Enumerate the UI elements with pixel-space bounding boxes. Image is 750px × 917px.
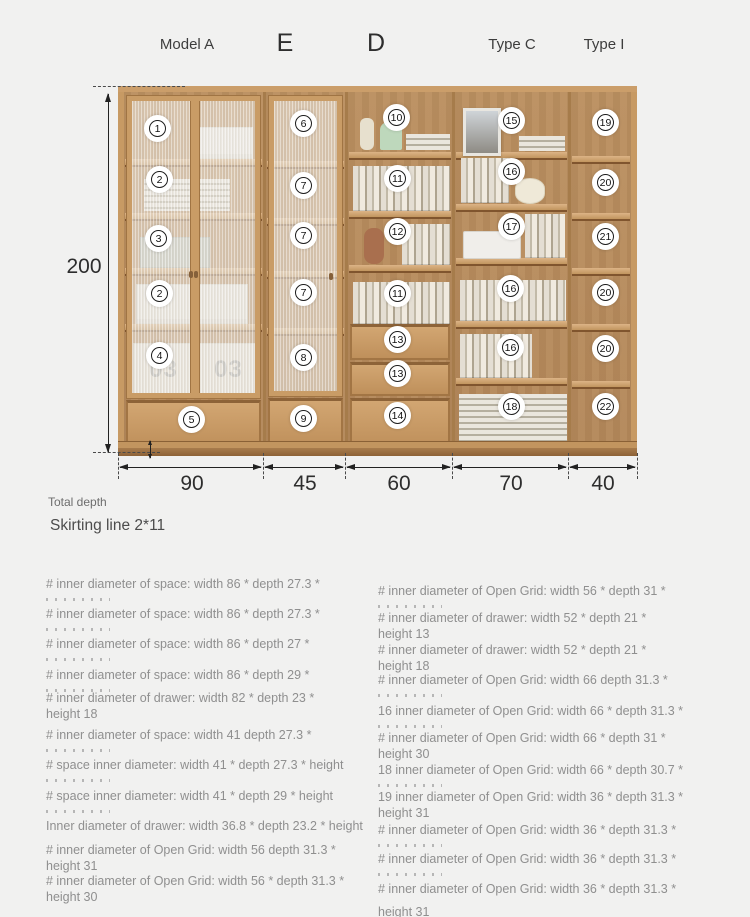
clipped-text-sliver — [378, 725, 442, 728]
decor-radio — [463, 231, 521, 259]
dash-guide-bottom — [93, 452, 160, 453]
clipped-text-sliver — [46, 628, 110, 631]
dash-guide-top — [93, 86, 185, 87]
decor-vase — [360, 118, 374, 150]
spec-entry: 19 inner diameter of Open Grid: width 36… — [378, 790, 684, 820]
clipped-text-sliver — [378, 873, 442, 876]
spec-entry: # inner diameter of Open Grid: width 56 … — [46, 874, 345, 904]
width-value-45: 45 — [293, 472, 317, 495]
section-e — [263, 92, 345, 448]
door-knob[interactable] — [329, 273, 333, 280]
skirting-label: Skirting line 2*11 — [50, 517, 166, 534]
decor-stack — [406, 134, 450, 150]
width-value-60: 60 — [387, 472, 411, 495]
shelf — [572, 268, 630, 276]
plinth — [118, 448, 637, 456]
door-knob[interactable] — [188, 271, 193, 278]
label-model-a: Model A — [159, 36, 215, 53]
shelf — [349, 152, 451, 160]
spec-column-right: # inner diameter of Open Grid: width 56 … — [378, 0, 718, 917]
spec-entry: # inner diameter of Open Grid: width 56 … — [46, 843, 336, 873]
shelf — [456, 378, 567, 386]
dim-tick — [345, 453, 346, 479]
spec-entry: # inner diameter of space: width 86 * de… — [46, 577, 378, 601]
spec-entry: # inner diameter of space: width 86 * de… — [46, 668, 378, 692]
clipped-text-sliver — [46, 810, 110, 813]
dim-tick — [118, 453, 119, 479]
shelf — [456, 204, 567, 212]
spec-entry: # inner diameter of Open Grid: width 36 … — [378, 823, 710, 847]
spec-entry: # inner diameter of Open Grid: width 66 … — [378, 673, 710, 697]
decor-stack — [519, 136, 565, 151]
clipped-text-sliver — [46, 749, 110, 752]
shelf — [572, 381, 630, 389]
section-model-a: 03 03 — [118, 92, 263, 448]
width-dim-45 — [264, 463, 344, 470]
spec-entry: # inner diameter of Open Grid: width 36 … — [378, 852, 710, 876]
label-type-i: Type I — [583, 36, 625, 53]
clipped-text-sliver — [46, 658, 110, 661]
height-dimension-line — [104, 93, 111, 453]
spec-entry: 16 inner diameter of Open Grid: width 66… — [378, 704, 710, 728]
cabinet-base — [118, 441, 637, 448]
door-knob[interactable] — [194, 271, 199, 278]
spec-entry: # inner diameter of space: width 86 * de… — [46, 637, 378, 661]
clipped-text-sliver — [378, 694, 442, 697]
decor-cd-stack — [525, 214, 565, 258]
door-stile — [189, 101, 200, 393]
width-dim-90 — [119, 463, 262, 470]
dim-tick — [568, 453, 569, 479]
height-dimension-value: 200 — [66, 255, 102, 278]
dim-tick — [263, 453, 264, 479]
width-value-90: 90 — [180, 472, 204, 495]
clipped-text-sliver — [46, 689, 110, 692]
spec-column-left: # inner diameter of space: width 86 * de… — [46, 0, 378, 917]
spec-entry: # space inner diameter: width 41 * depth… — [46, 758, 378, 782]
label-model-e: E — [276, 29, 294, 57]
spec-entry: Inner diameter of drawer: width 36.8 * d… — [46, 819, 363, 833]
spec-entry: # inner diameter of space: width 41 dept… — [46, 728, 378, 752]
shelf — [572, 213, 630, 221]
clipped-text-sliver — [378, 605, 442, 608]
spec-entry: # inner diameter of Open Grid: width 56 … — [378, 584, 710, 608]
section-type-i — [568, 92, 637, 448]
clipped-text-sliver — [46, 598, 110, 601]
width-dim-60 — [346, 463, 451, 470]
total-depth-label: Total depth — [48, 495, 107, 509]
shelf — [572, 156, 630, 164]
label-model-d: D — [366, 29, 386, 57]
skirting-dimension-arrow — [148, 440, 152, 459]
clipped-text-sliver — [378, 844, 442, 847]
spec-entry: # space inner diameter: width 41 * depth… — [46, 789, 378, 813]
clipped-text-sliver — [378, 784, 442, 787]
shelf — [349, 265, 451, 273]
spec-entry: # inner diameter of drawer: width 52 * d… — [378, 643, 647, 673]
dim-tick — [452, 453, 453, 479]
label-type-c: Type C — [488, 36, 536, 53]
width-dim-70 — [453, 463, 567, 470]
spec-entry: # inner diameter of drawer: width 82 * d… — [46, 691, 315, 721]
shelf — [572, 324, 630, 332]
spec-entry: # inner diameter of Open Grid: width 36 … — [378, 882, 677, 917]
width-value-40: 40 — [591, 472, 615, 495]
shelf — [456, 258, 567, 266]
spec-entry: # inner diameter of space: width 86 * de… — [46, 607, 378, 631]
spec-entry: # inner diameter of drawer: width 52 * d… — [378, 611, 647, 641]
shelf — [456, 321, 567, 329]
dim-tick — [637, 453, 638, 479]
width-dim-40 — [569, 463, 636, 470]
spec-entry: # inner diameter of Open Grid: width 66 … — [378, 731, 666, 761]
width-value-70: 70 — [499, 472, 523, 495]
spec-entry: 18 inner diameter of Open Grid: width 66… — [378, 763, 710, 787]
decor-sculpture — [364, 228, 384, 264]
clipped-text-sliver — [46, 779, 110, 782]
